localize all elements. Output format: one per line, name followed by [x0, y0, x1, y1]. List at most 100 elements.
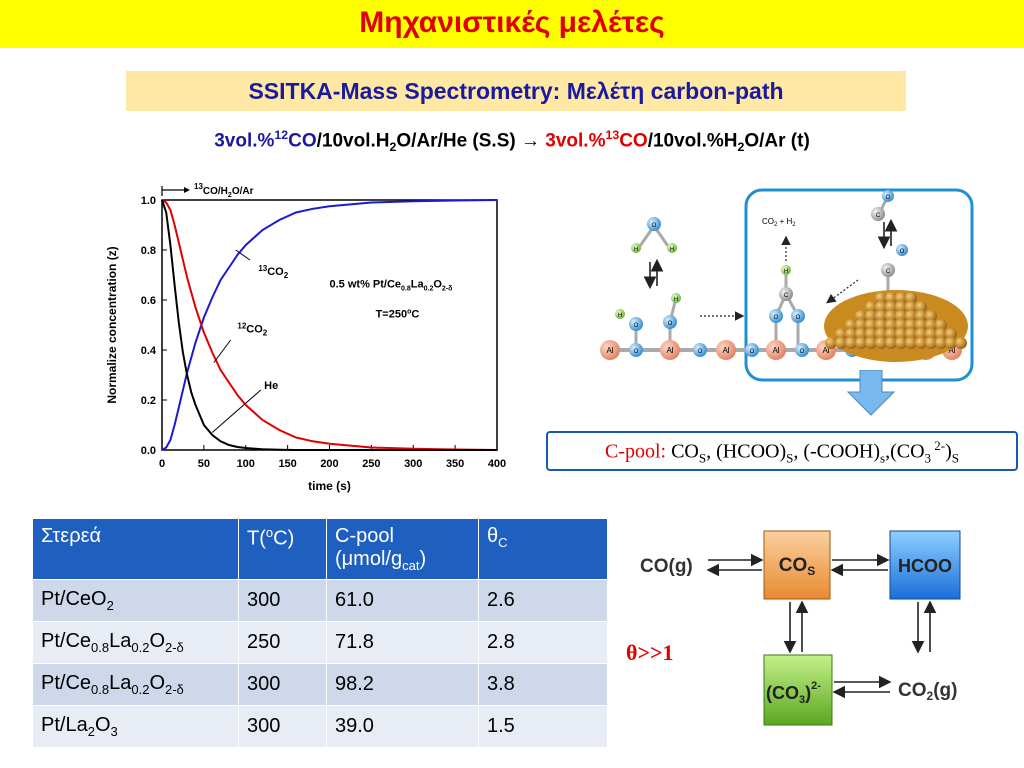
ssitka-chart: 0 50 100 150 200 250 300 350 400 0.0 0.2 0.4 0.6 0.8 1… — [105, 182, 506, 493]
cell-solid: Pt/La2O3 — [32, 705, 239, 748]
pt-atom — [845, 319, 857, 331]
pt-atom — [875, 328, 887, 340]
x-axis-label: time (s) — [308, 479, 351, 493]
series-line-2 — [161, 199, 497, 451]
carbon-atom-label: C — [876, 213, 881, 219]
pt-atom — [915, 310, 927, 322]
oxygen-atom — [629, 343, 643, 357]
cpool-box — [546, 431, 1018, 471]
oxygen-atom-label: O — [796, 315, 801, 321]
cell-theta: 2.6 — [478, 579, 608, 622]
pt-atom — [835, 328, 847, 340]
pt-atom — [895, 337, 907, 349]
pt-atom — [885, 310, 897, 322]
oxygen-atom — [647, 217, 661, 231]
aluminum-atom-label: Al — [948, 346, 955, 355]
oxygen-atom — [693, 343, 707, 357]
oxygen-atom-label: O — [886, 195, 891, 201]
pt-atom — [885, 337, 897, 349]
reaction-scheme: CO(g) COS HCOO (CO3)2- CO2(g) — [640, 530, 961, 726]
x-tick-label: 300 — [404, 458, 422, 470]
pt-atom — [845, 328, 857, 340]
pt-atom — [835, 337, 847, 349]
oxygen-atom-label: O — [774, 315, 779, 321]
switch-arrowhead — [184, 187, 190, 193]
aluminum-atom-label: Al — [666, 346, 673, 355]
aluminum-atom-label: Al — [772, 346, 779, 355]
switch-label: 13CO/H2O/Ar — [194, 182, 254, 199]
carbon-atom — [881, 263, 895, 277]
pt-atom — [895, 328, 907, 340]
pt-atom — [825, 337, 837, 349]
header-temperature: T(oC) — [238, 518, 327, 580]
cpool-part: , (HCOO) — [706, 440, 787, 463]
feed1-h2o-sub: 2 — [389, 140, 397, 155]
oxygen-atom-label: O — [668, 321, 673, 327]
pt-atom — [915, 301, 927, 313]
cell-temperature: 300 — [238, 663, 327, 706]
oxygen-atom — [795, 343, 809, 357]
co3-box — [763, 654, 833, 726]
plot-frame — [161, 199, 498, 451]
subtitle: SSITKA-Mass Spectrometry: Μελέτη carbon-… — [248, 78, 784, 104]
pt-atom — [875, 310, 887, 322]
y-tick-label: 1.0 — [141, 195, 156, 207]
cpool-part: , (-COOH) — [793, 440, 881, 463]
feed2-prefix: 3vol.% — [545, 130, 606, 152]
pt-atom — [935, 328, 947, 340]
cpool-table: Στερεά T(oC) C-pool (μmol/gcat) θC Pt/CeO… — [32, 518, 608, 748]
co2-h2-label: CO2 + H2 — [762, 217, 796, 228]
feed2-rest: /10vol.%H — [647, 130, 738, 152]
series-line-1 — [161, 199, 498, 451]
hydrogen-atom — [631, 243, 641, 253]
pt-atom — [895, 292, 907, 304]
cell-theta: 2.8 — [478, 621, 608, 664]
co2-gas-label: CO2(g) — [898, 680, 957, 703]
pt-atom — [935, 337, 947, 349]
pt-atom — [855, 337, 867, 349]
cos-box — [763, 530, 831, 600]
carbon-atom-label: C — [784, 293, 789, 299]
series-leader-1 — [213, 339, 232, 363]
table-row: Pt/CeO2 300 61.0 2.6 — [32, 579, 608, 622]
switch-arrow: → — [520, 130, 540, 152]
pt-atom — [855, 319, 867, 331]
hydrogen-atom — [671, 293, 681, 303]
oxygen-atom-label: O — [698, 349, 703, 355]
y-tick-label: 0.0 — [141, 445, 156, 457]
pt-atom — [885, 292, 897, 304]
feed1-iso: 12 — [274, 128, 289, 142]
pt-atom — [915, 337, 927, 349]
feed1-gas: CO — [288, 130, 317, 152]
cpool-sub: S — [786, 450, 794, 466]
header-cpool: C-pool (μmol/gcat) — [326, 518, 479, 580]
table-header-row: Στερεά T(oC) C-pool (μmol/gcat) θC — [32, 518, 608, 580]
pt-atom — [865, 337, 877, 349]
pt-atom — [885, 319, 897, 331]
cell-theta: 1.5 — [478, 705, 608, 748]
series-leader-2 — [211, 389, 262, 433]
x-tick-label: 100 — [237, 458, 255, 470]
oxygen-atom-label: O — [652, 223, 657, 229]
pt-atom — [885, 301, 897, 313]
theta-note: θ>>1 — [626, 640, 674, 665]
pt-atom — [865, 328, 877, 340]
pt-atom — [875, 292, 887, 304]
oxygen-atom — [882, 190, 894, 202]
pt-atom — [895, 310, 907, 322]
cos-label: COS — [779, 555, 816, 578]
x-tick-label: 400 — [488, 458, 506, 470]
pt-atom — [885, 328, 897, 340]
pt-atom — [925, 328, 937, 340]
pt-atom — [945, 328, 957, 340]
y-tick-label: 0.4 — [141, 345, 157, 357]
pt-atom — [905, 301, 917, 313]
oxygen-atom-label: O — [800, 349, 805, 355]
subtitle-box — [126, 71, 906, 111]
x-tick-label: 150 — [278, 458, 296, 470]
table-row: Pt/Ce0.8La0.2O2-δ 250 71.8 2.8 — [32, 621, 608, 664]
feed2-iso: 13 — [605, 128, 620, 142]
cpool-sub: 3 — [924, 450, 932, 466]
down-arrow-icon — [846, 370, 896, 416]
pt-atom — [865, 319, 877, 331]
